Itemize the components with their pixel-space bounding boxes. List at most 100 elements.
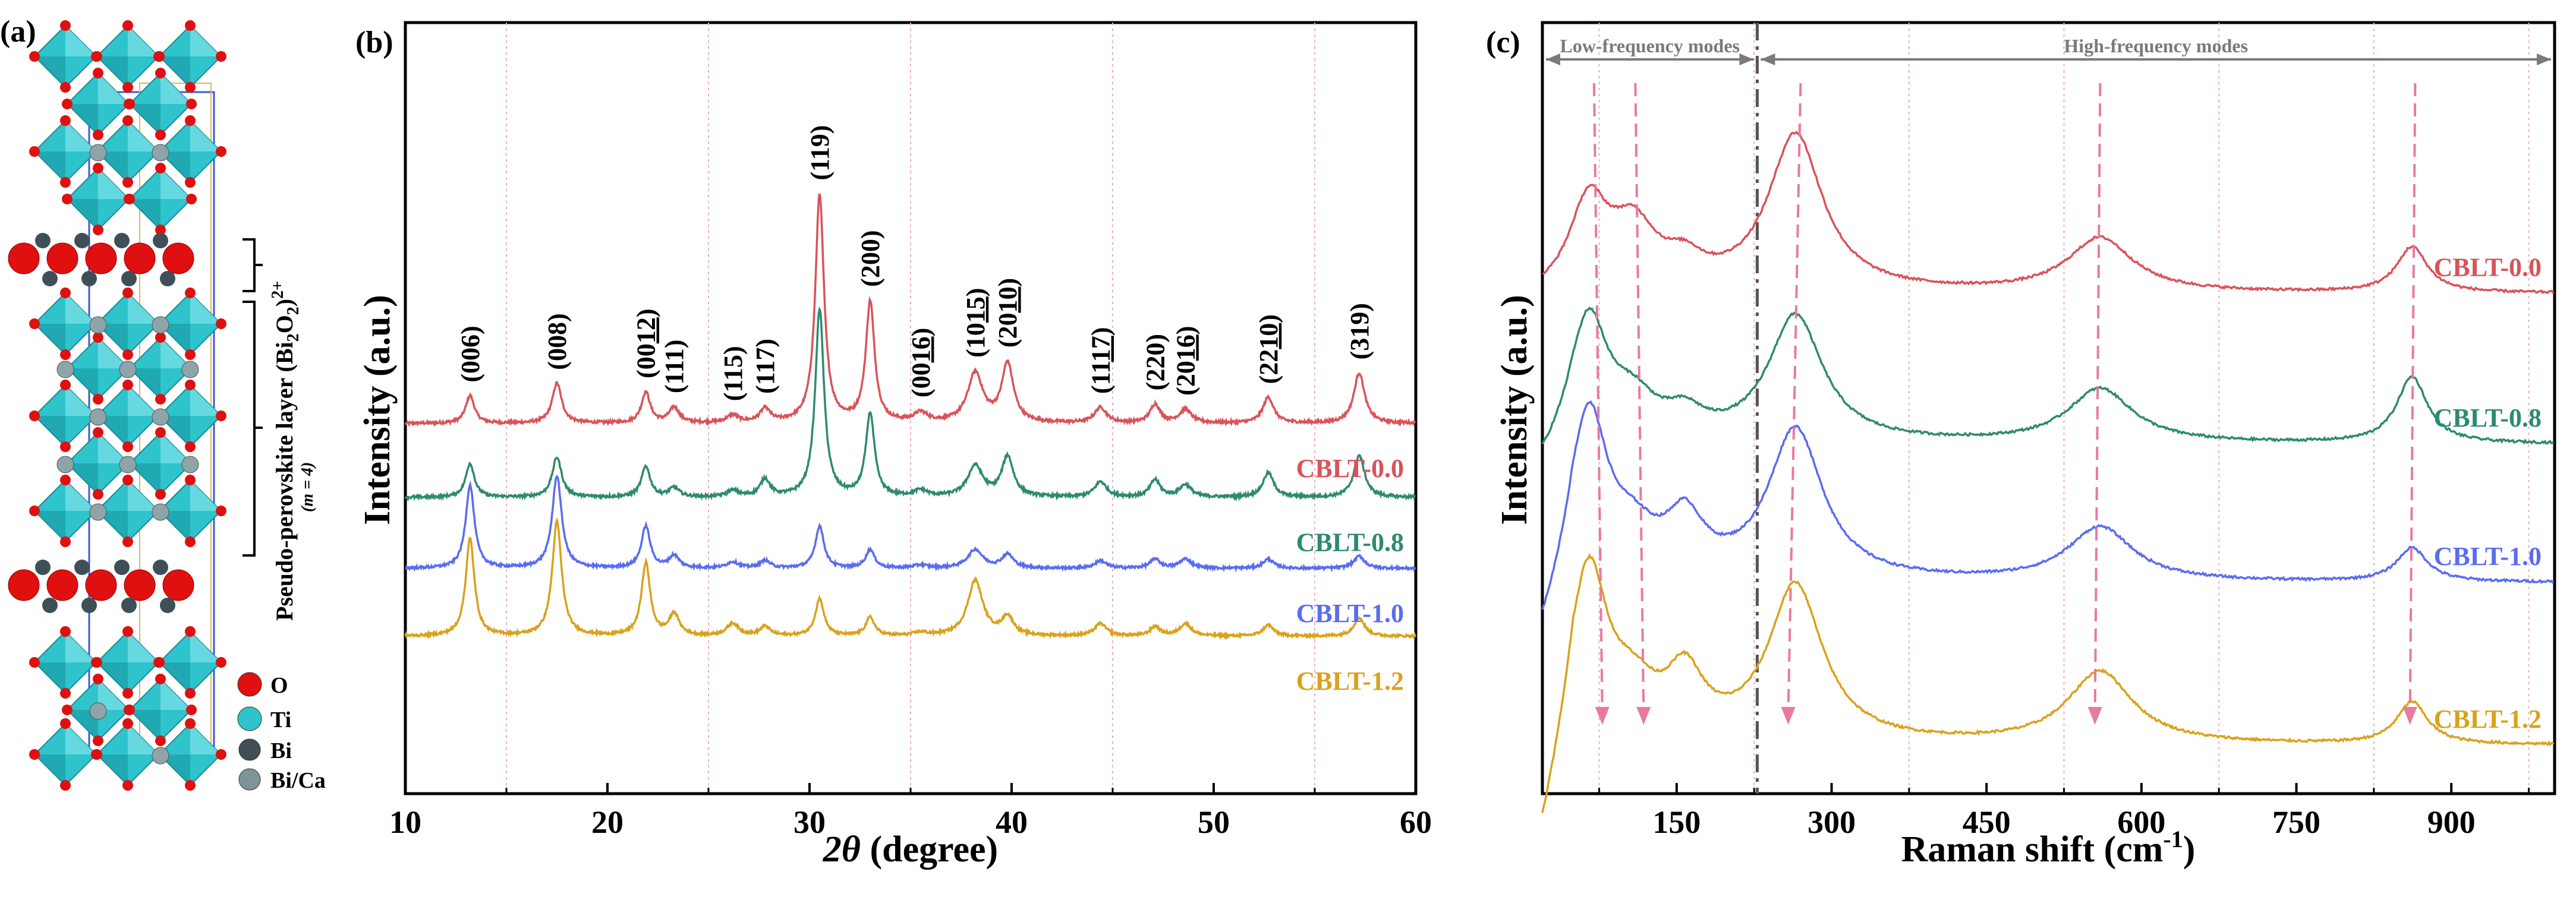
mode-guide-arrowhead <box>1636 707 1651 725</box>
o-atom <box>155 427 166 438</box>
xrd-series-label: CBLT-1.2 <box>1296 667 1404 696</box>
o-atom <box>60 475 71 485</box>
panel-label-a: (a) <box>0 15 36 49</box>
o-atom <box>122 115 133 126</box>
tio6-octahedron <box>92 626 164 699</box>
o-atom <box>185 380 196 390</box>
bica-atom <box>119 361 137 378</box>
bi-atom <box>160 271 175 286</box>
xrd-peak-label: (111) <box>660 340 689 393</box>
o-atom-large <box>162 242 194 274</box>
octahedron-highlight <box>98 73 129 104</box>
crystal-structure <box>8 20 226 791</box>
octahedron-shade <box>67 368 98 399</box>
bi2o2-layer <box>8 233 194 286</box>
xrd-peak-label: (1015) <box>961 288 990 358</box>
octahedron-shade <box>34 754 65 785</box>
octahedron-shade <box>130 463 160 494</box>
octahedron-highlight <box>160 679 191 710</box>
o-atom <box>93 427 103 438</box>
region-label: Low-frequency modes <box>1560 35 1740 56</box>
o-atom <box>62 705 73 715</box>
o-atom <box>185 780 196 791</box>
region-arrowhead-right <box>1739 53 1754 65</box>
o-atom <box>155 674 166 684</box>
o-atom <box>60 441 71 452</box>
raman-series-labels: CBLT-0.0 CBLT-0.8 CBLT-1.0 CBLT-1.2 <box>2434 252 2542 734</box>
o-atom <box>185 441 196 452</box>
o-atom <box>155 489 166 500</box>
xrd-line-cblt-1.2 <box>404 517 1416 640</box>
tio6-octahedron <box>62 163 134 235</box>
octahedron-shade <box>34 56 65 87</box>
raman-tick-label: 600 <box>2117 804 2165 840</box>
raman-gridlines <box>1598 23 2530 794</box>
legend-bica-label: Bi/Ca <box>270 768 326 793</box>
tio6-octahedron <box>29 288 102 360</box>
xrd-peak-label: (0016) <box>906 328 936 397</box>
octahedron-shade <box>67 710 98 741</box>
o-atom <box>155 163 166 173</box>
xrd-peak-label: (2210) <box>1254 314 1283 384</box>
octahedron-highlight <box>98 168 129 199</box>
octahedron-highlight <box>128 121 159 151</box>
o-atom <box>122 441 133 452</box>
bica-atom <box>181 361 199 378</box>
octahedron-highlight <box>190 385 221 416</box>
octahedron-highlight <box>160 337 191 368</box>
raman-plot-frame <box>1541 21 2556 795</box>
o-atom <box>122 626 133 637</box>
o-atom <box>185 82 196 93</box>
tio6-octahedron <box>154 115 226 188</box>
octahedron-highlight <box>190 26 221 56</box>
raman-line-cblt-1.2 <box>1541 552 2555 813</box>
o-atom <box>185 177 196 188</box>
xrd-tick-label: 10 <box>389 804 421 840</box>
xrd-line-cblt-0.0 <box>404 193 1416 428</box>
o-atom <box>185 288 196 298</box>
legend-o-atom <box>237 672 262 697</box>
raman-line-cblt-0.8 <box>1541 307 2555 445</box>
mode-guide-arrowhead <box>1595 707 1610 725</box>
o-atom <box>122 380 133 390</box>
xrd-peak-label: (2010) <box>993 278 1022 348</box>
peak-label-underlined: 10 <box>1254 323 1283 349</box>
o-atom-large <box>124 569 156 601</box>
legend-ti-label: Ti <box>270 708 291 732</box>
octahedron-shade <box>34 662 65 693</box>
o-atom <box>29 51 40 62</box>
bica-atom <box>89 316 107 334</box>
octahedron-highlight <box>128 480 159 511</box>
o-atom <box>93 332 103 343</box>
o-atom <box>185 688 196 699</box>
o-atom <box>60 20 71 31</box>
o-atom <box>185 536 196 547</box>
tio6-octahedron <box>92 475 164 547</box>
xrd-series-label: CBLT-1.0 <box>1296 599 1404 628</box>
octahedron-highlight <box>190 293 221 324</box>
octahedron-highlight <box>98 432 129 463</box>
m-label: (m = 4) <box>298 462 317 512</box>
bica-atom <box>89 503 107 521</box>
peak-label-underlined: 12 <box>632 317 661 343</box>
o-atom <box>93 489 103 500</box>
xrd-tick-label: 20 <box>591 804 623 840</box>
peak-label-part: (00 <box>906 362 936 397</box>
bi2o2-layer <box>8 560 194 613</box>
xrd-line-cblt-1.0 <box>405 475 1416 573</box>
bica-atom <box>89 702 107 720</box>
o-atom-large <box>46 242 78 274</box>
bi-atom <box>153 560 168 575</box>
tio6-octahedron <box>124 674 197 746</box>
bica-atom <box>181 456 199 473</box>
octahedron-highlight <box>128 724 159 754</box>
xrd-peak-label: (220) <box>1141 334 1170 390</box>
bi-atom <box>81 598 97 613</box>
o-atom <box>29 506 40 516</box>
o-atom <box>60 349 71 360</box>
o-atom <box>154 51 165 62</box>
o-atom <box>155 225 166 235</box>
octahedron-shade <box>97 511 128 542</box>
octahedron-shade <box>67 463 98 494</box>
o-atom-large <box>162 569 194 601</box>
